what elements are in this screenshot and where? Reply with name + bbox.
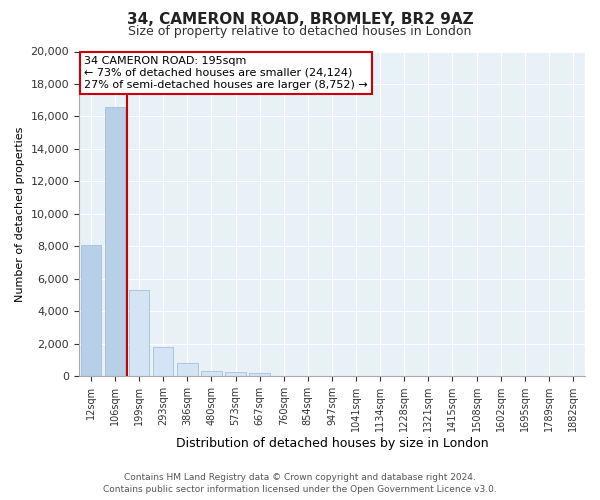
Bar: [81, 244, 101, 376]
Y-axis label: Number of detached properties: Number of detached properties: [15, 126, 25, 302]
Bar: [250, 373, 270, 376]
Text: 34 CAMERON ROAD: 195sqm
← 73% of detached houses are smaller (24,124)
27% of sem: 34 CAMERON ROAD: 195sqm ← 73% of detache…: [84, 56, 368, 90]
Bar: [129, 290, 149, 376]
Bar: [226, 372, 246, 376]
X-axis label: Distribution of detached houses by size in London: Distribution of detached houses by size …: [176, 437, 488, 450]
Bar: [201, 372, 221, 376]
Text: Size of property relative to detached houses in London: Size of property relative to detached ho…: [128, 25, 472, 38]
Bar: [153, 347, 173, 376]
Text: Contains HM Land Registry data © Crown copyright and database right 2024.
Contai: Contains HM Land Registry data © Crown c…: [103, 472, 497, 494]
Text: 34, CAMERON ROAD, BROMLEY, BR2 9AZ: 34, CAMERON ROAD, BROMLEY, BR2 9AZ: [127, 12, 473, 28]
Bar: [105, 106, 125, 376]
Bar: [177, 363, 197, 376]
